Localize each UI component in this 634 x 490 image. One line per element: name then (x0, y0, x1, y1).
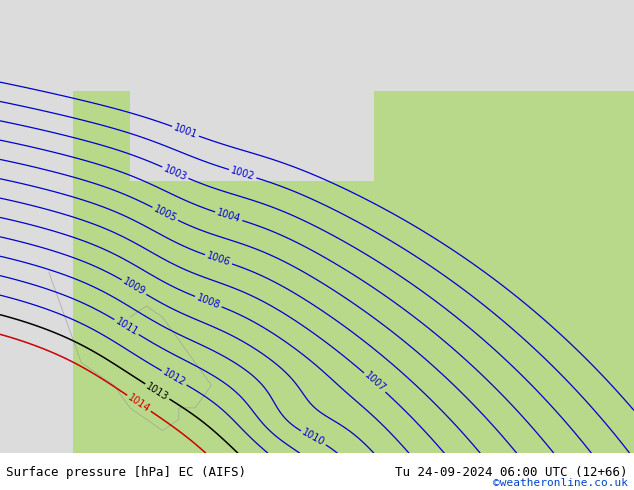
Text: 1013: 1013 (145, 381, 171, 402)
Text: Surface pressure [hPa] EC (AIFS): Surface pressure [hPa] EC (AIFS) (6, 466, 247, 479)
Text: 1010: 1010 (301, 427, 327, 448)
Text: 1003: 1003 (162, 163, 188, 182)
Text: 1002: 1002 (230, 165, 256, 182)
FancyBboxPatch shape (0, 0, 634, 91)
Text: 1001: 1001 (172, 122, 198, 140)
Text: 1009: 1009 (121, 276, 147, 297)
FancyBboxPatch shape (49, 0, 634, 453)
Text: Tu 24-09-2024 06:00 UTC (12+66): Tu 24-09-2024 06:00 UTC (12+66) (395, 466, 628, 479)
FancyBboxPatch shape (130, 0, 374, 181)
Text: 1004: 1004 (216, 208, 242, 225)
Text: ©weatheronline.co.uk: ©weatheronline.co.uk (493, 478, 628, 488)
Text: 1011: 1011 (113, 317, 139, 338)
Text: 1014: 1014 (126, 392, 152, 414)
Text: 1012: 1012 (161, 368, 187, 388)
FancyBboxPatch shape (0, 0, 49, 453)
Text: 1006: 1006 (205, 251, 232, 268)
Text: 1007: 1007 (362, 370, 387, 394)
FancyBboxPatch shape (0, 0, 73, 453)
Text: 1005: 1005 (152, 204, 178, 224)
Text: 1008: 1008 (195, 293, 222, 311)
